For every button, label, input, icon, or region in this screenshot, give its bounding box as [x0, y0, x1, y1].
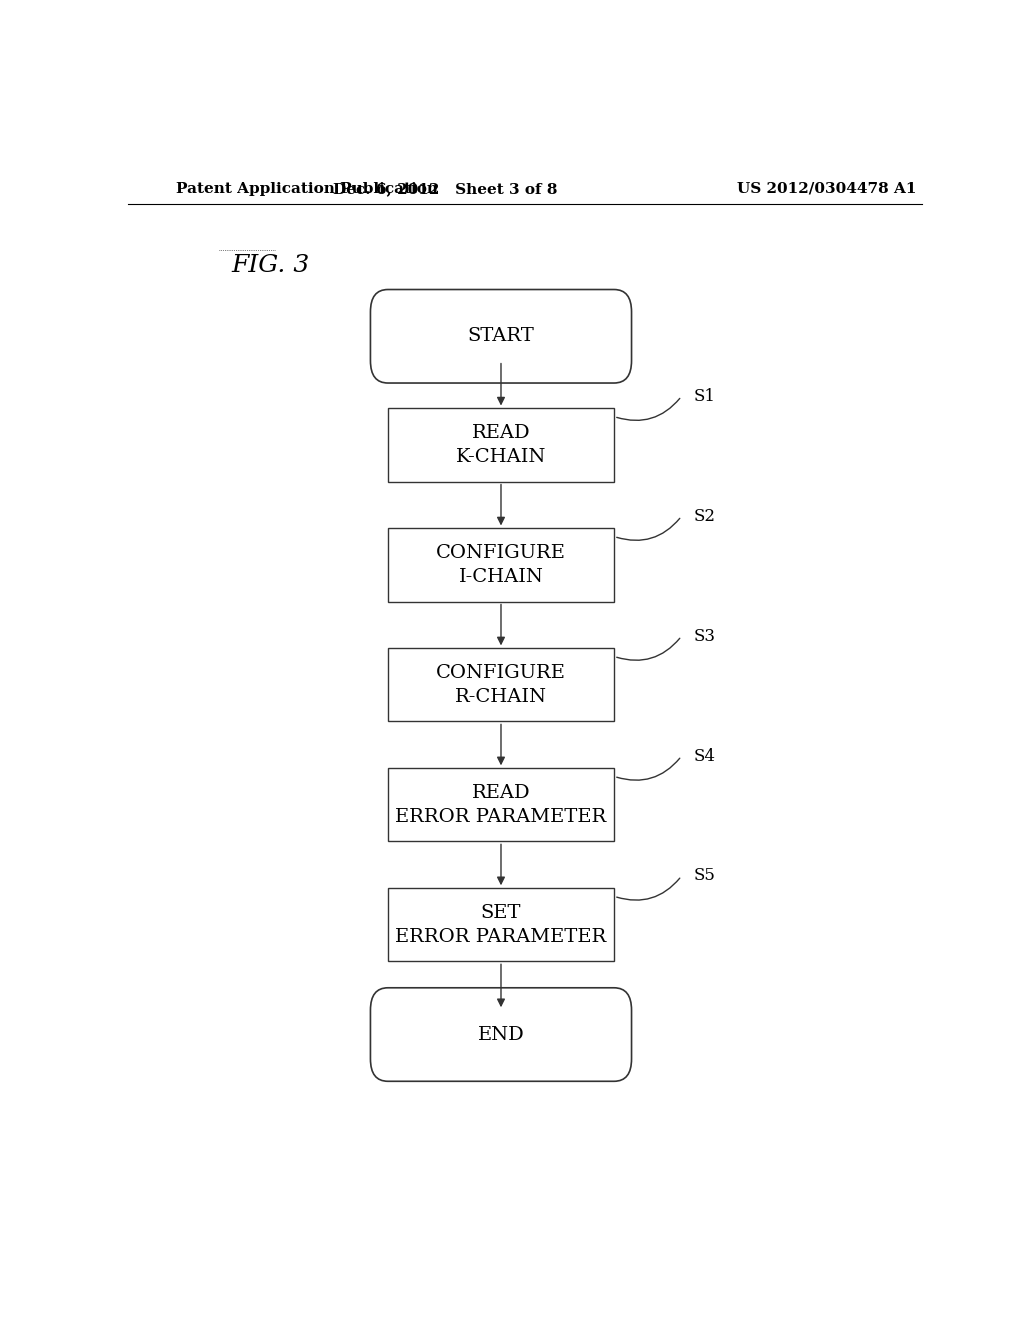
- Text: S4: S4: [693, 747, 716, 764]
- Bar: [388, 648, 614, 722]
- Text: US 2012/0304478 A1: US 2012/0304478 A1: [736, 182, 916, 195]
- Text: FIG. 3: FIG. 3: [231, 253, 309, 277]
- Text: S3: S3: [693, 627, 716, 644]
- Text: CONFIGURE
I-CHAIN: CONFIGURE I-CHAIN: [436, 544, 566, 586]
- Text: START: START: [468, 327, 535, 346]
- Text: END: END: [477, 1026, 524, 1044]
- FancyBboxPatch shape: [371, 289, 632, 383]
- Bar: [388, 408, 614, 482]
- Text: CONFIGURE
R-CHAIN: CONFIGURE R-CHAIN: [436, 664, 566, 706]
- Bar: [388, 888, 614, 961]
- FancyBboxPatch shape: [371, 987, 632, 1081]
- Text: Patent Application Publication: Patent Application Publication: [176, 182, 437, 195]
- Text: READ
K-CHAIN: READ K-CHAIN: [456, 424, 546, 466]
- Bar: [388, 768, 614, 841]
- Bar: [388, 528, 614, 602]
- Text: S2: S2: [693, 508, 716, 524]
- Text: SET
ERROR PARAMETER: SET ERROR PARAMETER: [395, 904, 606, 945]
- Text: S5: S5: [693, 867, 716, 884]
- Text: READ
ERROR PARAMETER: READ ERROR PARAMETER: [395, 784, 606, 825]
- Text: S1: S1: [693, 388, 716, 405]
- Text: Dec. 6, 2012   Sheet 3 of 8: Dec. 6, 2012 Sheet 3 of 8: [333, 182, 558, 195]
